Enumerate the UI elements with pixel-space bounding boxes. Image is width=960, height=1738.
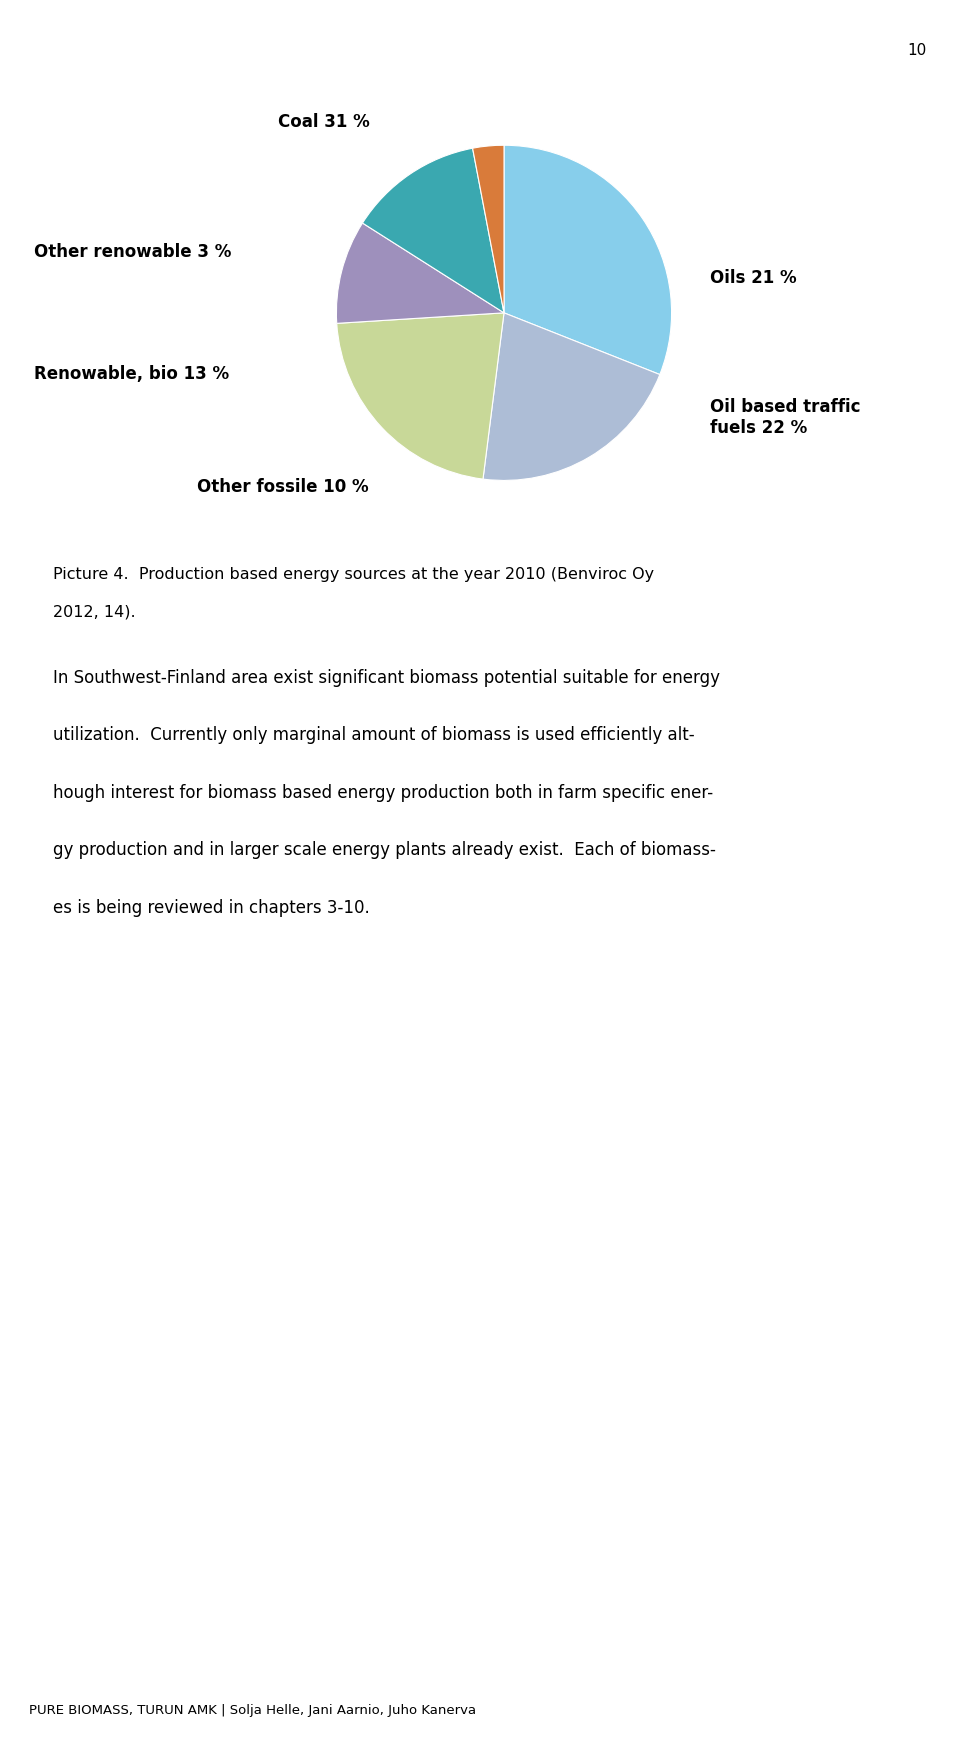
Text: Oils 21 %: Oils 21 % — [710, 269, 797, 287]
Text: Renowable, bio 13 %: Renowable, bio 13 % — [34, 365, 228, 382]
Wedge shape — [483, 313, 660, 480]
Text: Coal 31 %: Coal 31 % — [278, 113, 371, 130]
Wedge shape — [472, 146, 504, 313]
Wedge shape — [504, 146, 672, 374]
Wedge shape — [363, 148, 504, 313]
Wedge shape — [337, 313, 504, 480]
Text: Picture 4.  Production based energy sources at the year 2010 (Benviroc Oy: Picture 4. Production based energy sourc… — [53, 567, 654, 582]
Wedge shape — [336, 222, 504, 323]
Text: Other renowable 3 %: Other renowable 3 % — [34, 243, 231, 261]
Text: In Southwest-Finland area exist significant biomass potential suitable for energ: In Southwest-Finland area exist signific… — [53, 669, 720, 687]
Text: PURE BIOMASS, TURUN AMK | Solja Helle, Jani Aarnio, Juho Kanerva: PURE BIOMASS, TURUN AMK | Solja Helle, J… — [29, 1705, 476, 1717]
Text: es is being reviewed in chapters 3-10.: es is being reviewed in chapters 3-10. — [53, 899, 370, 916]
Text: utilization.  Currently only marginal amount of biomass is used efficiently alt-: utilization. Currently only marginal amo… — [53, 726, 694, 744]
Text: 10: 10 — [907, 42, 926, 57]
Text: Other fossile 10 %: Other fossile 10 % — [197, 478, 369, 495]
Text: hough interest for biomass based energy production both in farm specific ener-: hough interest for biomass based energy … — [53, 784, 713, 801]
Text: gy production and in larger scale energy plants already exist.  Each of biomass-: gy production and in larger scale energy… — [53, 841, 715, 859]
Text: Oil based traffic
fuels 22 %: Oil based traffic fuels 22 % — [710, 398, 861, 436]
Text: 2012, 14).: 2012, 14). — [53, 605, 135, 620]
